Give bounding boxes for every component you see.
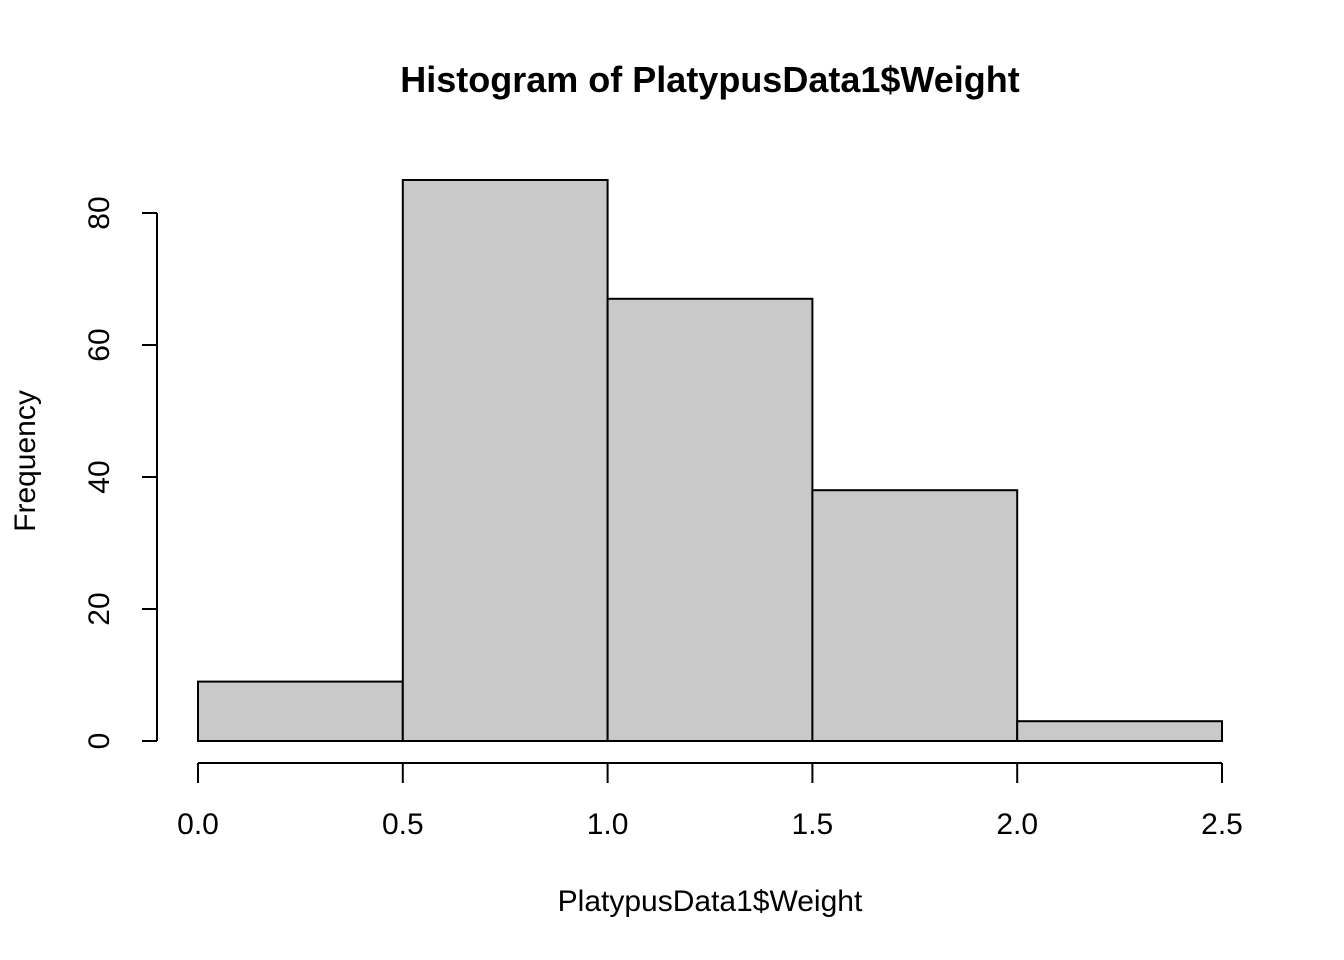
y-tick-label: 60 (83, 328, 116, 361)
x-axis: 0.0 0.5 1.0 1.5 2.0 2.5 (177, 762, 1243, 841)
histogram-bar-5 (1016, 720, 1224, 743)
histogram-bar-3 (606, 297, 814, 742)
y-tick-label: 0 (83, 733, 116, 750)
y-tick-label: 20 (83, 592, 116, 625)
x-tick-label: 2.0 (996, 808, 1038, 841)
x-tick-label: 0.5 (382, 808, 424, 841)
chart-title: Histogram of PlatypusData1$Weight (400, 59, 1019, 100)
x-axis-label: PlatypusData1$Weight (558, 885, 863, 918)
y-tick-label: 80 (83, 196, 116, 229)
y-tick-label: 40 (83, 460, 116, 493)
bars-layer (197, 179, 1224, 743)
histogram-bar-4 (811, 489, 1019, 743)
x-tick-label: 1.5 (792, 808, 834, 841)
histogram-bar-2 (401, 179, 609, 742)
y-axis: 0 20 40 60 80 (83, 196, 158, 750)
histogram-bar-1 (197, 680, 404, 742)
x-tick-label: 1.0 (587, 808, 629, 841)
x-tick-label: 0.0 (177, 808, 219, 841)
x-tick-label: 2.5 (1201, 808, 1243, 841)
y-axis-label: Frequency (9, 390, 42, 532)
